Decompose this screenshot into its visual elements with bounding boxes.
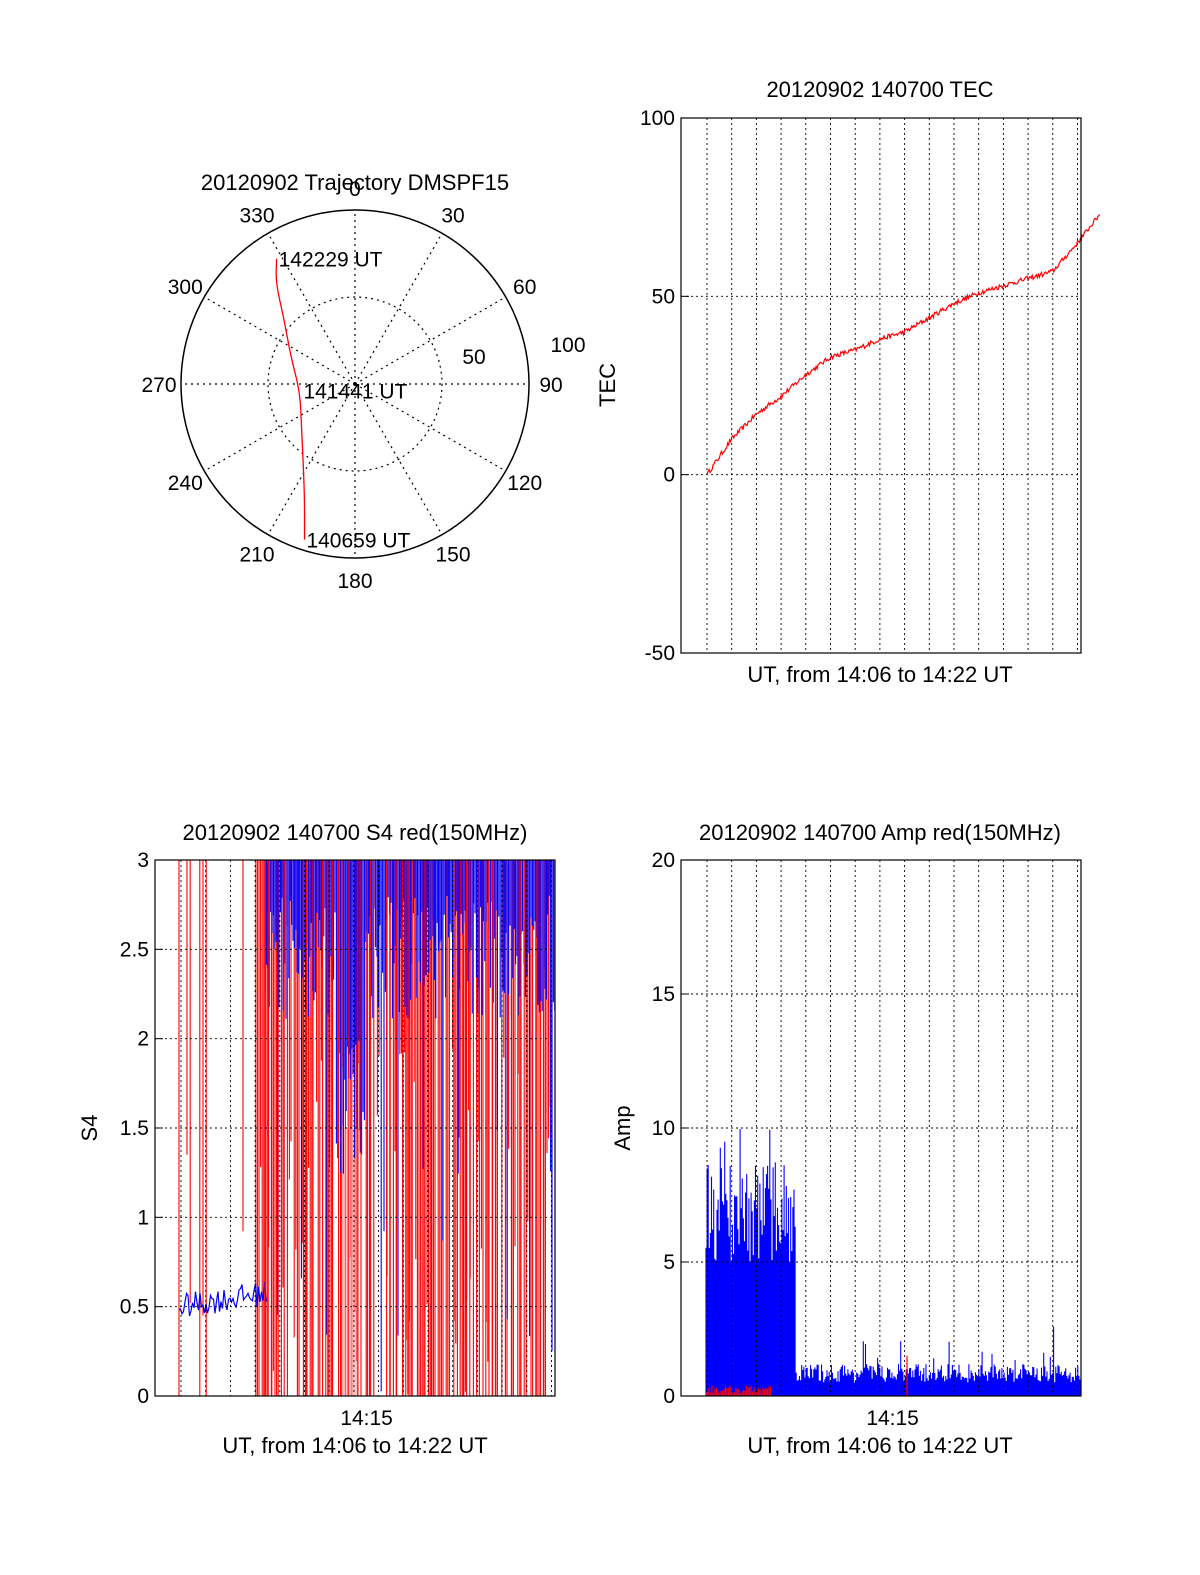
s4-xticks: 14:15 xyxy=(340,1407,393,1430)
amp-ylabel: Amp xyxy=(610,1105,635,1150)
polar-title: 20120902 Trajectory DMSPF15 xyxy=(201,170,509,195)
tec-yticks: 100 50 0 -50 xyxy=(640,107,689,665)
trajectory-polar-plot: 20120902 Trajectory DMSPF15 0 30 60 90 120 15… xyxy=(141,170,585,593)
tec-ylabel: TEC xyxy=(595,363,620,407)
amp-grid xyxy=(681,860,1081,1396)
y-tick-label: 5 xyxy=(663,1251,675,1274)
polar-angle-label: 330 xyxy=(239,204,274,227)
y-tick-label: 0 xyxy=(663,464,675,487)
amp-x-tick-label: 14:15 xyxy=(866,1407,919,1430)
s4-yticks: 3 2.5 2 1.5 1 0.5 0 xyxy=(120,849,163,1408)
polar-outer-ring xyxy=(180,209,530,559)
trajectory-line xyxy=(275,258,306,540)
tec-series xyxy=(706,213,1101,475)
polar-track xyxy=(275,258,306,540)
polar-spoke xyxy=(204,383,356,472)
y-tick-label: 2 xyxy=(137,1028,149,1051)
s4-grid xyxy=(155,860,555,1396)
amp-xlabel: UT, from 14:06 to 14:22 UT xyxy=(747,1433,1012,1458)
polar-angle-label: 90 xyxy=(539,374,562,397)
s4-ylabel: S4 xyxy=(77,1115,102,1142)
polar-angle-label: 300 xyxy=(168,276,203,299)
polar-spoke xyxy=(267,383,356,535)
tec-title: 20120902 140700 TEC xyxy=(766,77,993,102)
tec-plot: 20120902 140700 TEC 100 50 0 -50 TEC UT, fr… xyxy=(595,77,1101,687)
s4-x-tick-label: 14:15 xyxy=(340,1407,393,1430)
y-tick-label: 10 xyxy=(652,1117,675,1140)
tec-grid xyxy=(681,118,1081,653)
polar-spoke xyxy=(354,383,506,472)
polar-angle-label: 150 xyxy=(435,544,470,567)
polar-angle-label: 0 xyxy=(349,178,361,201)
amp-red-trace xyxy=(705,1355,908,1396)
polar-labels: 0 30 60 90 120 150 180 210 240 270 300 330 50 100 1422… xyxy=(141,178,585,593)
tec-axes-frame xyxy=(680,117,1082,654)
amp-yticks: 20 15 10 5 0 xyxy=(652,849,689,1408)
polar-grid xyxy=(180,209,530,559)
s4-plot: 20120902 140700 S4 red(150MHz) 3 2.5 2 1.5 1… xyxy=(77,820,556,1458)
y-tick-label: 1.5 xyxy=(120,1117,149,1140)
polar-spoke xyxy=(354,383,443,535)
trajectory-time-label: 141441 UT xyxy=(303,381,407,404)
y-tick-label: 20 xyxy=(652,849,675,872)
polar-spoke xyxy=(267,233,356,385)
s4-blue-early-trace xyxy=(178,1281,268,1317)
s4-red-band xyxy=(343,1128,359,1396)
polar-angle-label: 240 xyxy=(168,472,203,495)
y-tick-label: 3 xyxy=(137,849,149,872)
polar-angle-label: 60 xyxy=(513,276,536,299)
polar-radial-label-100: 100 xyxy=(550,334,585,357)
y-tick-label: 50 xyxy=(652,285,675,308)
polar-angle-label: 30 xyxy=(441,204,464,227)
polar-radial-label-50: 50 xyxy=(462,346,485,369)
polar-angle-label: 270 xyxy=(141,374,176,397)
polar-angle-label: 210 xyxy=(239,544,274,567)
tec-xlabel: UT, from 14:06 to 14:22 UT xyxy=(747,662,1012,687)
polar-spoke xyxy=(354,296,506,385)
polar-angle-label: 120 xyxy=(507,472,542,495)
polar-angle-label: 180 xyxy=(337,570,372,593)
polar-inner-ring xyxy=(267,296,443,472)
y-tick-label: 1 xyxy=(137,1206,149,1229)
tec-line xyxy=(706,213,1101,475)
y-tick-label: 0.5 xyxy=(120,1296,149,1319)
trajectory-time-label: 142229 UT xyxy=(279,249,383,272)
y-tick-label: 0 xyxy=(137,1385,149,1408)
s4-xlabel: UT, from 14:06 to 14:22 UT xyxy=(222,1433,487,1458)
amp-title: 20120902 140700 Amp red(150MHz) xyxy=(699,820,1061,845)
polar-spoke xyxy=(354,233,443,385)
y-tick-label: 100 xyxy=(640,107,675,130)
s4-title: 20120902 140700 S4 red(150MHz) xyxy=(183,820,528,845)
y-tick-label: 15 xyxy=(652,983,675,1006)
amp-series xyxy=(705,1129,1081,1396)
trajectory-time-label: 140659 UT xyxy=(306,530,410,553)
polar-spoke xyxy=(204,296,356,385)
amp-xticks: 14:15 xyxy=(866,1407,919,1430)
y-tick-label: -50 xyxy=(645,642,675,665)
amp-plot: 20120902 140700 Amp red(150MHz) 20 15 10 5 0… xyxy=(610,820,1082,1458)
amp-blue-trace xyxy=(705,1129,1081,1396)
y-tick-label: 0 xyxy=(663,1385,675,1408)
y-tick-label: 2.5 xyxy=(120,938,149,961)
